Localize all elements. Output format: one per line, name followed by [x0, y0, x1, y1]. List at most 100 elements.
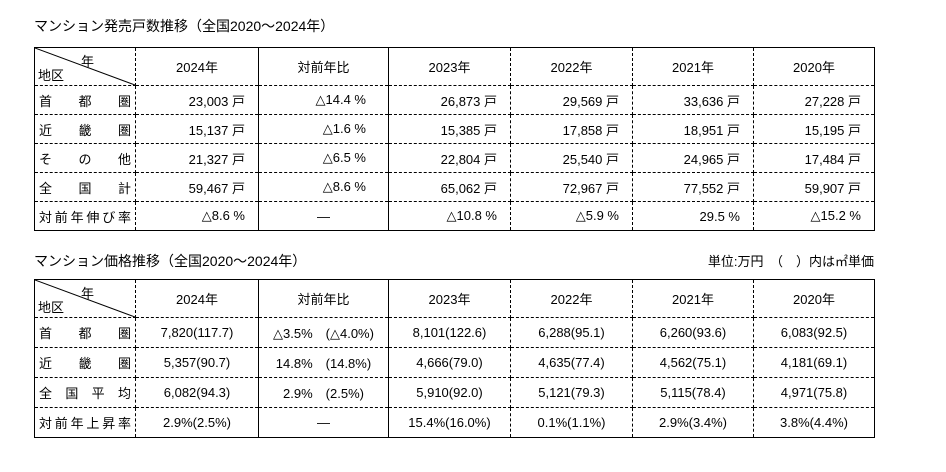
- table-cell: 5,121(79.3): [510, 377, 633, 408]
- table-cell: 23,003 戸: [135, 85, 259, 115]
- table-cell: △1.6 %: [258, 114, 389, 144]
- table-cell: 15.4%(16.0%): [388, 407, 511, 438]
- table-cell: △3.5% (△4.0%): [258, 317, 389, 348]
- column-header-2021: 2021年: [632, 279, 754, 318]
- column-header-yoy: 対前年比: [258, 279, 389, 318]
- table-cell: 65,062 戸: [388, 172, 511, 202]
- table-cell: 7,820(117.7): [135, 317, 259, 348]
- table-cell: 18,951 戸: [632, 114, 754, 144]
- table-cell: 15,137 戸: [135, 114, 259, 144]
- table-cell: 15,385 戸: [388, 114, 511, 144]
- column-header-2022: 2022年: [510, 47, 633, 86]
- table-cell: 17,858 戸: [510, 114, 633, 144]
- table-row: 対前年上昇率 2.9%(2.5%) — 15.4%(16.0%) 0.1%(1.…: [34, 407, 875, 438]
- table-header-row: 年 地区 2024年 対前年比 2023年 2022年 2021年 2020年: [34, 279, 875, 318]
- table-row: 近畿圏 15,137 戸 △1.6 % 15,385 戸 17,858 戸 18…: [34, 114, 875, 144]
- table-row: 全国計 59,467 戸 △8.6 % 65,062 戸 72,967 戸 77…: [34, 172, 875, 202]
- table-cell: 2.9%(2.5%): [135, 407, 259, 438]
- table-cell: 5,115(78.4): [632, 377, 754, 408]
- corner-cell: 年 地区: [34, 47, 136, 86]
- row-label: 首都圏: [34, 85, 136, 115]
- corner-cell: 年 地区: [34, 279, 136, 318]
- table-cell: 5,357(90.7): [135, 347, 259, 378]
- row-label: 対前年上昇率: [34, 407, 136, 438]
- row-label: 対前年伸び率: [34, 201, 136, 231]
- row-label: 近畿圏: [34, 347, 136, 378]
- table-cell: △14.4 %: [258, 85, 389, 115]
- price-trend-table: 年 地区 2024年 対前年比 2023年 2022年 2021年 2020年 …: [34, 279, 875, 438]
- table-cell: 6,083(92.5): [753, 317, 875, 348]
- table-cell: △10.8 %: [388, 201, 511, 231]
- table-cell: —: [258, 407, 389, 438]
- table-cell: 6,288(95.1): [510, 317, 633, 348]
- table-cell: 59,467 戸: [135, 172, 259, 202]
- units-released-table: 年 地区 2024年 対前年比 2023年 2022年 2021年 2020年 …: [34, 47, 875, 231]
- table2-title: マンション価格推移（全国2020～2024年）: [34, 253, 307, 269]
- table-cell: 26,873 戸: [388, 85, 511, 115]
- table-row: 首都圏 23,003 戸 △14.4 % 26,873 戸 29,569 戸 3…: [34, 85, 875, 115]
- table-cell: △6.5 %: [258, 143, 389, 173]
- table-cell: 3.8%(4.4%): [753, 407, 875, 438]
- row-label: その他: [34, 143, 136, 173]
- row-label: 首都圏: [34, 317, 136, 348]
- table-row: 対前年伸び率 △8.6 % — △10.8 % △5.9 % 29.5 % △1…: [34, 201, 875, 231]
- table-cell: △15.2 %: [753, 201, 875, 231]
- table-cell: 24,965 戸: [632, 143, 754, 173]
- table-cell: 33,636 戸: [632, 85, 754, 115]
- corner-year-label: 年: [81, 286, 95, 301]
- table-cell: △5.9 %: [510, 201, 633, 231]
- table-cell: 15,195 戸: [753, 114, 875, 144]
- table-cell: 8,101(122.6): [388, 317, 511, 348]
- table-header-row: 年 地区 2024年 対前年比 2023年 2022年 2021年 2020年: [34, 47, 875, 86]
- table-cell: 72,967 戸: [510, 172, 633, 202]
- table-row: 近畿圏 5,357(90.7) 14.8% (14.8%) 4,666(79.0…: [34, 347, 875, 378]
- table-cell: 2.9% (2.5%): [258, 377, 389, 408]
- table-cell: 6,082(94.3): [135, 377, 259, 408]
- column-header-2020: 2020年: [753, 279, 875, 318]
- table-row: その他 21,327 戸 △6.5 % 22,804 戸 25,540 戸 24…: [34, 143, 875, 173]
- column-header-2022: 2022年: [510, 279, 633, 318]
- column-header-2021: 2021年: [632, 47, 754, 86]
- row-label: 全国平均: [34, 377, 136, 408]
- table-cell: 2.9%(3.4%): [632, 407, 754, 438]
- table-cell: 21,327 戸: [135, 143, 259, 173]
- column-header-2024: 2024年: [135, 279, 259, 318]
- table-cell: 17,484 戸: [753, 143, 875, 173]
- table1-title: マンション発売戸数推移（全国2020～2024年）: [34, 18, 335, 34]
- table-cell: 14.8% (14.8%): [258, 347, 389, 378]
- table-cell: 29,569 戸: [510, 85, 633, 115]
- table-cell: —: [258, 201, 389, 231]
- table-cell: 4,562(75.1): [632, 347, 754, 378]
- corner-area-label: 地区: [38, 300, 65, 315]
- corner-year-label: 年: [81, 54, 95, 69]
- table-cell: 0.1%(1.1%): [510, 407, 633, 438]
- diagonal-line: [35, 280, 135, 317]
- table-cell: △8.6 %: [258, 172, 389, 202]
- table-cell: 59,907 戸: [753, 172, 875, 202]
- table-cell: 4,971(75.8): [753, 377, 875, 408]
- corner-area-label: 地区: [38, 68, 65, 83]
- table-cell: △8.6 %: [135, 201, 259, 231]
- table-cell: 4,181(69.1): [753, 347, 875, 378]
- row-label: 全国計: [34, 172, 136, 202]
- column-header-2023: 2023年: [388, 279, 511, 318]
- unit-note: 単位:万円 （ ）内は㎡単価: [707, 254, 874, 269]
- column-header-2024: 2024年: [135, 47, 259, 86]
- table-cell: 29.5 %: [632, 201, 754, 231]
- table-cell: 25,540 戸: [510, 143, 633, 173]
- diagonal-line: [35, 48, 135, 85]
- column-header-2023: 2023年: [388, 47, 511, 86]
- table-row: 全国平均 6,082(94.3) 2.9% (2.5%) 5,910(92.0)…: [34, 377, 875, 408]
- table-cell: 5,910(92.0): [388, 377, 511, 408]
- column-header-2020: 2020年: [753, 47, 875, 86]
- table-cell: 4,635(77.4): [510, 347, 633, 378]
- table-cell: 4,666(79.0): [388, 347, 511, 378]
- table-cell: 6,260(93.6): [632, 317, 754, 348]
- table-row: 首都圏 7,820(117.7) △3.5% (△4.0%) 8,101(122…: [34, 317, 875, 348]
- row-label: 近畿圏: [34, 114, 136, 144]
- table-cell: 77,552 戸: [632, 172, 754, 202]
- column-header-yoy: 対前年比: [258, 47, 389, 86]
- table-cell: 22,804 戸: [388, 143, 511, 173]
- table-cell: 27,228 戸: [753, 85, 875, 115]
